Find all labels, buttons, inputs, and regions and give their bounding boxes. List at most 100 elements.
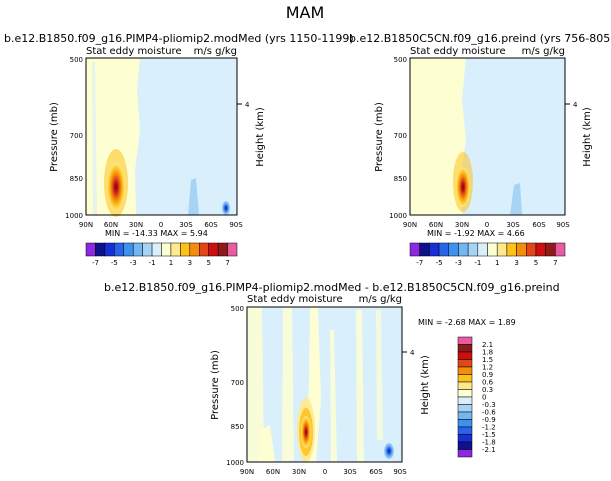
x-tick-label: 60N [266, 468, 280, 476]
colorbar-label: 1.2 [482, 364, 493, 372]
x-tick-label: 90S [556, 221, 570, 229]
colorbar-swatch [161, 242, 172, 257]
positive-anomaly [301, 416, 311, 448]
colorbar-label: 7 [225, 259, 229, 267]
colorbar-top-right: -7 -5 -3 -1 1 3 5 7 [409, 242, 566, 267]
y-tick-label: 700 [394, 132, 407, 140]
colorbar-label: -1 [474, 259, 481, 267]
x-tick-label: 60N [429, 221, 443, 229]
colorbar-swatch [457, 411, 473, 420]
panel-top-left: b.e12.B1850.f09_g16.PIMP4-pliomip2.modMe… [4, 32, 354, 238]
x-tick-label: 30S [343, 468, 357, 476]
positive-anomaly [107, 163, 125, 211]
colorbar-swatch [457, 381, 473, 390]
y-tick-label: 1000 [389, 212, 407, 220]
colorbar-swatch [170, 242, 181, 257]
x-tick-label: 90N [403, 221, 417, 229]
colorbar-swatch [448, 242, 459, 257]
panel-subtitle-right: m/s g/kg [194, 46, 237, 57]
colorbar-swatch [409, 242, 420, 257]
y-axis-label: Pressure (mb) [210, 350, 221, 420]
colorbar-swatch [151, 242, 162, 257]
colorbar-label: 0.3 [482, 386, 493, 394]
colorbar-swatch [429, 242, 440, 257]
y-right-tick-label: 4 [573, 101, 578, 109]
colorbar-swatch [555, 242, 566, 257]
y-right-tick-label: 4 [410, 349, 415, 357]
colorbar-label: -1.5 [482, 431, 496, 439]
y-tick-label: 850 [394, 175, 407, 183]
colorbar-swatch [457, 426, 473, 435]
colorbar-swatch [487, 242, 498, 257]
x-tick-label: 60N [104, 221, 118, 229]
negative-anomaly [384, 443, 394, 459]
colorbar-swatch [457, 344, 473, 353]
colorbar-swatch [419, 242, 430, 257]
x-tick-label: 60S [204, 221, 218, 229]
plot-area [246, 306, 403, 463]
y-tick-label: 850 [231, 423, 244, 431]
x-tick-label: 30N [292, 468, 306, 476]
colorbar-label: 3 [188, 259, 192, 267]
plot-area [85, 57, 238, 217]
x-tick-label: 30S [506, 221, 520, 229]
y-tick-label: 500 [70, 56, 83, 64]
colorbar-swatch [457, 441, 473, 450]
x-ticks: 90N 60N 30N 0 30S 60S 90S [240, 468, 407, 476]
colorbar-swatch [477, 242, 488, 257]
colorbar-swatch [457, 404, 473, 413]
plot-area [409, 57, 566, 216]
x-tick-label: 60S [532, 221, 546, 229]
x-tick-label: 90N [240, 468, 254, 476]
colorbar-bottom: 2.11.81.51.20.90.60.30-0.3-0.6-0.9-1.2-1… [457, 336, 496, 458]
colorbar-swatch [457, 389, 473, 398]
y-tick-label: 700 [231, 379, 244, 387]
y-axis-right-label: Height (km) [255, 107, 266, 167]
colorbar-label: -0.3 [482, 401, 496, 409]
colorbar-swatch [217, 242, 228, 257]
x-ticks: 90N 60N 30N 0 30S 60S 90S [79, 221, 243, 229]
colorbar-swatch [457, 396, 473, 405]
y-tick-label: 500 [394, 56, 407, 64]
panel-subtitle-right: m/s g/kg [522, 46, 565, 57]
colorbar-label: 5 [534, 259, 538, 267]
x-tick-label: 0 [323, 468, 327, 476]
stats-text: MIN = -2.68 MAX = 1.89 [418, 318, 516, 327]
colorbar-swatch [545, 242, 556, 257]
x-tick-label: 90S [229, 221, 243, 229]
panel-subtitle-left: Stat eddy moisture [247, 294, 343, 305]
x-tick-label: 90N [79, 221, 93, 229]
y-axis-label: Pressure (mb) [374, 102, 385, 172]
colorbar-label: 0.6 [482, 379, 494, 387]
colorbar-swatch [458, 242, 469, 257]
colorbar-swatch [526, 242, 537, 257]
colorbar-swatch [199, 242, 209, 257]
colorbar-swatch [457, 359, 473, 368]
panel-top-right: b.e12.B1850C5CN.f09_g16.preind (yrs 756-… [349, 32, 611, 238]
figure-title: MAM [286, 3, 325, 22]
colorbar-label: -0.9 [482, 416, 496, 424]
colorbar-swatch [457, 336, 473, 345]
colorbar-label: -0.6 [482, 409, 496, 417]
colorbar-label: -5 [436, 259, 443, 267]
y-tick-label: 1000 [226, 459, 244, 467]
x-tick-label: 30S [179, 221, 193, 229]
y-axis-right-label: Height (km) [420, 355, 431, 415]
colorbar-label: 5 [206, 259, 210, 267]
colorbar-label: -1.2 [482, 424, 496, 432]
colorbar-swatch [438, 242, 449, 257]
colorbar-swatch [496, 242, 508, 257]
colorbar-label: 1.8 [482, 349, 493, 357]
colorbar-swatch [467, 242, 479, 257]
panel-title: b.e12.B1850C5CN.f09_g16.preind (yrs 756-… [349, 32, 611, 45]
colorbar-swatch [227, 242, 238, 257]
x-ticks: 90N 60N 30N 0 30S 60S 90S [403, 221, 570, 229]
colorbar-label: 2.1 [482, 341, 493, 349]
colorbar-swatch [95, 242, 106, 257]
colorbar-swatch [132, 242, 143, 257]
colorbar-label: 7 [553, 259, 557, 267]
colorbar-label: -5 [111, 259, 118, 267]
y-axis-label: Pressure (mb) [49, 102, 60, 172]
x-tick-label: 60S [369, 468, 383, 476]
